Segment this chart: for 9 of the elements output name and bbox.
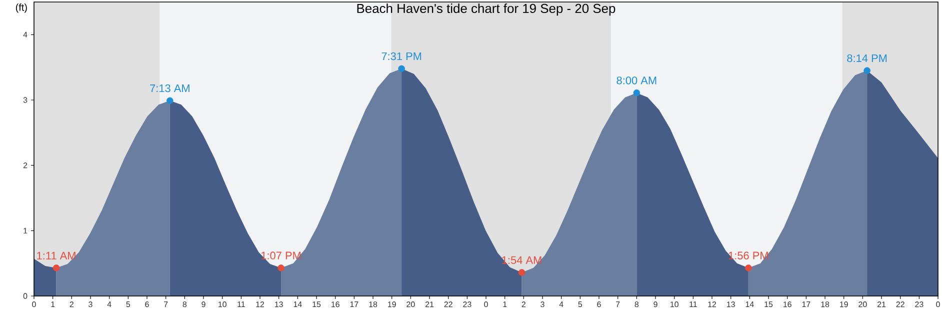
annotation: 1:11 AM (37, 252, 76, 260)
annotation: 7:31 PM (382, 52, 422, 60)
chart-title: Beach Haven's tide chart for 19 Sep - 20 Sep (357, 4, 616, 16)
annotation: 8:00 AM (616, 76, 656, 84)
annotation: 8:14 PM (847, 54, 887, 62)
annotation: 7:13 AM (150, 84, 190, 92)
annotation: 1:07 PM (261, 252, 301, 260)
y-axis-title: (ft) (16, 4, 27, 13)
annotation: 1:56 PM (728, 252, 768, 260)
